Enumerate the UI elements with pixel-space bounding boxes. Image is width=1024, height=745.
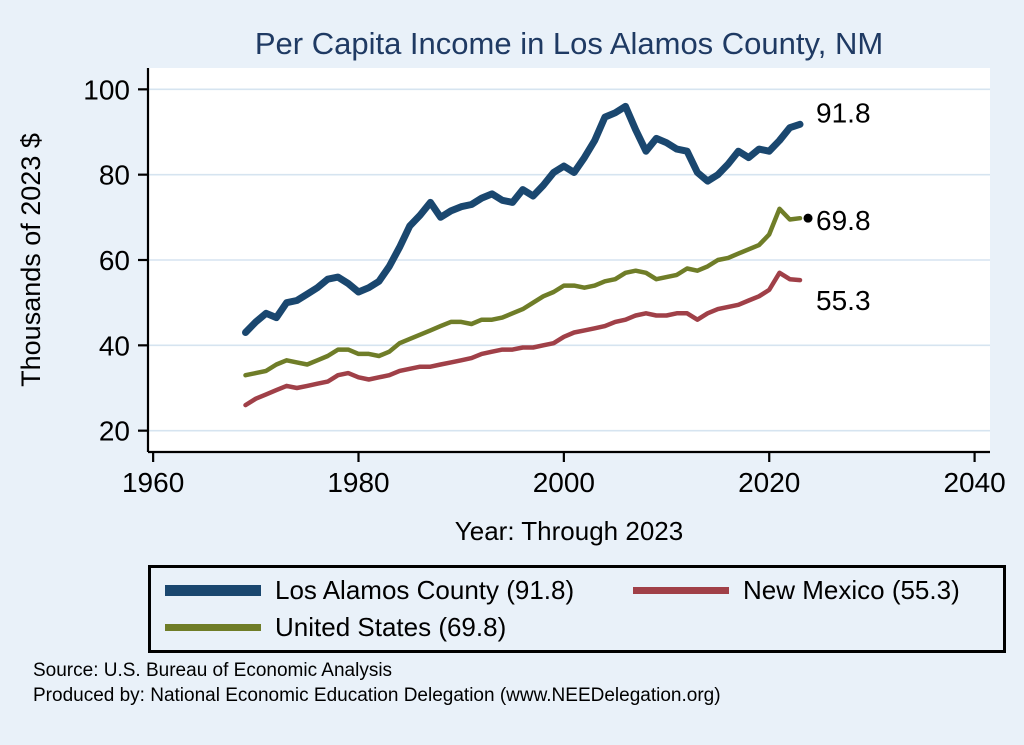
chart-title: Per Capita Income in Los Alamos County, … [254,26,884,61]
x-tick-label: 1980 [327,467,389,498]
series-line-new-mexico [243,270,803,408]
legend-item-new-mexico: New Mexico (55.3) [633,575,1003,606]
x-tick-label: 1960 [122,467,184,498]
series-end-marker [803,213,813,223]
x-tick-label: 2000 [533,467,595,498]
x-tick-label: 2020 [738,467,800,498]
series-end-label: 91.8 [816,97,871,128]
legend-label-new-mexico: New Mexico (55.3) [743,575,960,605]
legend-item-united-states: United States (69.8) [165,612,633,643]
series-end-label: 69.8 [816,205,871,236]
y-tick-label: 40 [99,330,130,361]
series-end-label: 55.3 [816,285,871,316]
legend-swatch-los-alamos [165,585,261,596]
legend-item-los-alamos: Los Alamos County (91.8) [165,575,633,606]
source-line: Source: U.S. Bureau of Economic Analysis [33,660,393,681]
series-line-united-states [243,206,803,378]
y-tick-label: 100 [83,74,130,105]
y-tick-label: 60 [99,245,130,276]
produced-by-line: Produced by: National Economic Education… [33,685,721,706]
y-tick-label: 20 [99,416,130,447]
legend-label-united-states: United States (69.8) [275,612,507,642]
x-tick-label: 2040 [943,467,1005,498]
series-line-los-alamos-county [242,102,804,336]
x-axis-label: Year: Through 2023 [454,516,684,546]
footer: Source: U.S. Bureau of Economic Analysis… [33,658,721,708]
y-axis-title: Thousands of 2023 $ [16,133,46,387]
legend-swatch-new-mexico [633,587,729,594]
legend-swatch-united-states [165,624,261,631]
legend-label-los-alamos: Los Alamos County (91.8) [275,575,575,605]
legend: Los Alamos County (91.8) New Mexico (55.… [148,565,1006,653]
y-tick-label: 80 [99,160,130,191]
